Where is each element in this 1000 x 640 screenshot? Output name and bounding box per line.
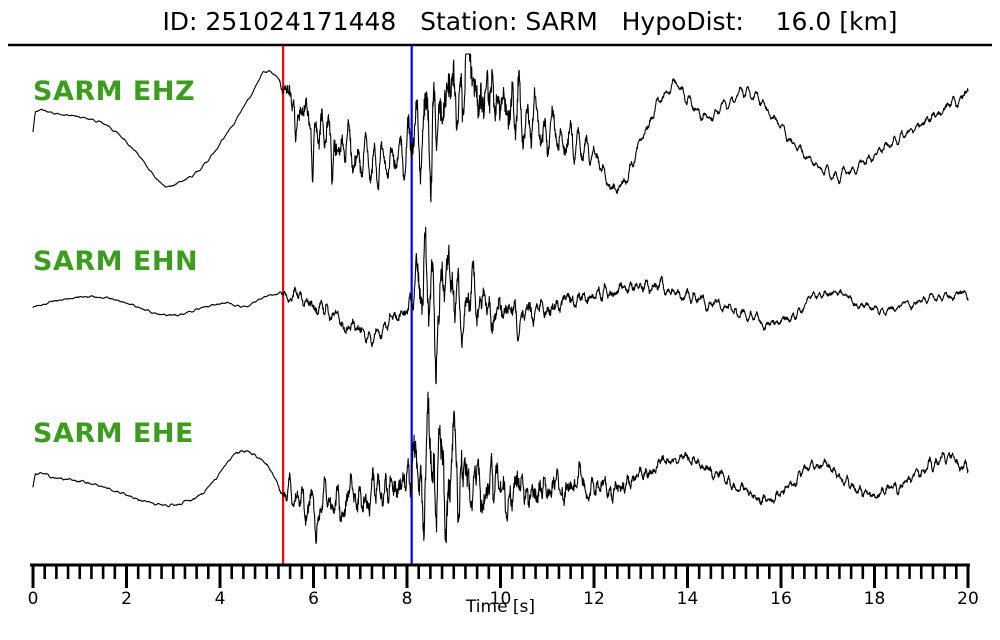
- trace-sarm-ehn: [32, 226, 969, 385]
- trace-sarm-ehz: [32, 53, 969, 203]
- x-tick-label: 2: [121, 589, 132, 609]
- channel-label-ehn: SARM EHN: [33, 246, 199, 277]
- x-tick-label: 4: [215, 589, 226, 609]
- channel-label-ehz: SARM EHZ: [33, 76, 196, 107]
- x-axis-label: Time [s]: [465, 597, 536, 617]
- x-tick-label: 10: [490, 589, 512, 609]
- plot-title: ID: 251024171448 Station: SARM HypoDist:…: [162, 7, 898, 36]
- waveform-path: [32, 391, 969, 545]
- x-tick-label: 8: [402, 589, 413, 609]
- channel-label-ehe: SARM EHE: [33, 418, 194, 449]
- x-tick-label: 0: [28, 589, 39, 609]
- x-tick-label: 12: [583, 589, 605, 609]
- x-tick-label: 18: [864, 589, 886, 609]
- x-tick-label: 14: [677, 589, 699, 609]
- x-tick-label: 6: [308, 589, 319, 609]
- x-axis: 0 2 4 6 8 10 12 14 16 18 20: [28, 563, 979, 609]
- waveform-path: [32, 53, 969, 203]
- x-tick-label: 16: [770, 589, 792, 609]
- x-tick-label: 20: [957, 589, 979, 609]
- trace-sarm-ehe: [32, 391, 969, 545]
- waveform-traces: [32, 53, 969, 545]
- waveform-path: [32, 226, 969, 385]
